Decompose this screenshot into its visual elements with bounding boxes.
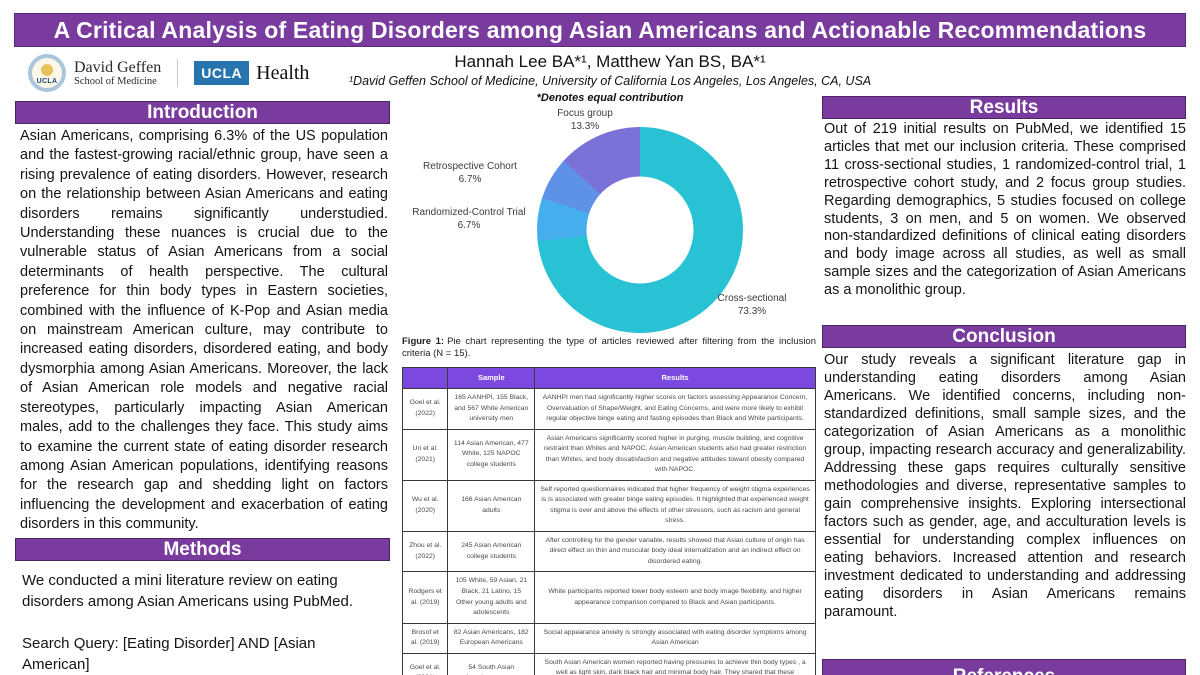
figure1-caption-text: Pie chart representing the type of artic… [402, 336, 816, 359]
logo-divider [177, 59, 179, 87]
cell-sample: 105 White, 59 Asian, 21 Black, 21 Latino… [447, 571, 536, 624]
cell-results: White participants reported lower body e… [534, 571, 816, 624]
pie-label-cross-sectional: Cross-sectional 73.3% [697, 292, 807, 318]
cell-results: Asian Americans significantly scored hig… [534, 428, 816, 481]
cell-results: AANHPI men had significantly higher scor… [534, 388, 816, 430]
pie-label-retrospective-cohort: Retrospective Cohort 6.7% [405, 160, 535, 186]
cell-sample: 166 Asian American adults [447, 479, 536, 532]
methods-paragraph-1: We conducted a mini literature review on… [22, 572, 354, 610]
seal-ucla-text: UCLA [36, 78, 58, 85]
affiliation-line: ¹David Geffen School of Medicine, Univer… [348, 74, 872, 88]
results-header: Results [822, 96, 1186, 119]
methods-body: We conducted a mini literature review on… [22, 570, 374, 675]
table-row: Uri et al. (2021) 114 Asian American, 477… [401, 428, 816, 481]
cell-study: Uri et al. (2021) [401, 428, 449, 481]
equal-contribution-note: *Denotes equal contribution [536, 92, 684, 104]
conclusion-heading-text: Conclusion [952, 326, 1056, 347]
ucla-health-logo: UCLA Health [194, 61, 309, 85]
references-header: References [822, 659, 1186, 675]
figure1-caption: Figure 1: Pie chart representing the type… [402, 336, 816, 360]
table-row: Rodgers et al. (2019) 105 White, 59 Asian… [401, 571, 816, 624]
methods-heading-text: Methods [163, 539, 242, 560]
donut-hole [586, 176, 694, 284]
table-header-row: Sample Results [401, 367, 816, 389]
geffen-logo-text: David Geffen School of Medicine [74, 59, 161, 87]
donut-chart [537, 127, 743, 333]
table-row: Brosof et al. (2019) 82 Asian Americans, … [401, 622, 816, 654]
cell-study: Rodgers et al. (2019) [401, 571, 449, 624]
table-row: Goel et al. (2021)54 South Asian America… [401, 652, 816, 675]
seal-sun-icon [41, 64, 53, 76]
authors-line: Hannah Lee BA*¹, Matthew Yan BS, BA*¹ [454, 52, 766, 71]
cell-results: Social appearance anxiety is strongly as… [534, 622, 816, 654]
introduction-heading-text: Introduction [147, 102, 258, 123]
introduction-body: Asian Americans, comprising 6.3% of the … [20, 128, 388, 533]
cell-study: Goel et al. (2022) [401, 388, 449, 430]
cell-study: Wu et al. (2020) [401, 479, 449, 532]
cell-sample: 82 Asian Americans, 182 European America… [447, 622, 536, 654]
cell-sample: 54 South Asian American women [447, 652, 536, 675]
conclusion-header: Conclusion [822, 325, 1186, 348]
pie-label-pct: 73.3% [737, 306, 767, 317]
table-row: Wu et al. (2020) 166 Asian American adult… [401, 479, 816, 532]
cell-study: Zhou et al. (2022) [401, 530, 449, 573]
title-bar: A Critical Analysis of Eating Disorders … [14, 13, 1186, 47]
introduction-header: Introduction [15, 101, 390, 124]
header-cell-sample: Sample [447, 367, 536, 389]
pie-label-name: Cross-sectional [717, 293, 787, 304]
results-body: Out of 219 initial results on PubMed, we… [824, 121, 1186, 299]
references-heading-text: References [953, 667, 1055, 675]
pie-label-focus-group: Focus group 13.3% [535, 107, 635, 133]
studies-table: Sample Results Goel et al. (2022) 165 AAN… [401, 367, 816, 675]
ucla-seal-logo: UCLA [28, 54, 66, 92]
pie-label-randomized-control-trial: Randomized-Control Trial 6.7% [398, 206, 540, 232]
studies-table-body: Goel et al. (2022) 165 AANHPI, 155 Black,… [401, 388, 816, 675]
cell-sample: 245 Asian American college students [447, 530, 536, 573]
figure1-caption-label: Figure 1: [402, 336, 445, 347]
cell-study: Brosof et al. (2019) [401, 622, 449, 654]
pie-label-pct: 13.3% [570, 121, 600, 132]
ucla-health-box: UCLA [194, 61, 250, 85]
pie-label-pct: 6.7% [457, 220, 481, 231]
header-cell-study [401, 367, 449, 389]
methods-header: Methods [15, 538, 390, 561]
studies-table-head: Sample Results [401, 367, 816, 389]
header-cell-results: Results [534, 367, 816, 389]
geffen-name: David Geffen [74, 59, 162, 76]
methods-paragraph-2: Search Query: [Eating Disorder] AND [Asi… [22, 635, 316, 673]
table-row: Goel et al. (2022) 165 AANHPI, 155 Black,… [401, 388, 816, 430]
cell-results: Self reported questionnaires indicated t… [534, 479, 816, 532]
pie-label-pct: 6.7% [458, 174, 482, 185]
conclusion-body: Our study reveals a significant literatu… [824, 352, 1186, 620]
table-row: Zhou et al. (2022) 245 Asian American col… [401, 530, 816, 573]
cell-sample: 165 AANHPI, 155 Black, and 567 White Ame… [447, 388, 536, 430]
logo-group: UCLA David Geffen School of Medicine UCL… [28, 52, 309, 94]
cell-sample: 114 Asian American, 477 White, 125 NAPOC… [447, 428, 536, 481]
ucla-health-word: Health [256, 61, 310, 84]
results-heading-text: Results [969, 97, 1039, 118]
cell-study: Goel et al. (2021) [401, 652, 449, 675]
cell-results: After controlling for the gender variabl… [534, 530, 816, 573]
pie-label-name: Retrospective Cohort [423, 161, 517, 172]
pie-label-name: Focus group [557, 108, 613, 119]
geffen-subtitle: School of Medicine [74, 76, 157, 87]
cell-results: South Asian American women reported havi… [534, 652, 816, 675]
author-block: Hannah Lee BA*¹, Matthew Yan BS, BA*¹ ¹D… [310, 52, 910, 104]
poster-title: A Critical Analysis of Eating Disorders … [53, 16, 1147, 43]
pie-label-name: Randomized-Control Trial [412, 207, 526, 218]
